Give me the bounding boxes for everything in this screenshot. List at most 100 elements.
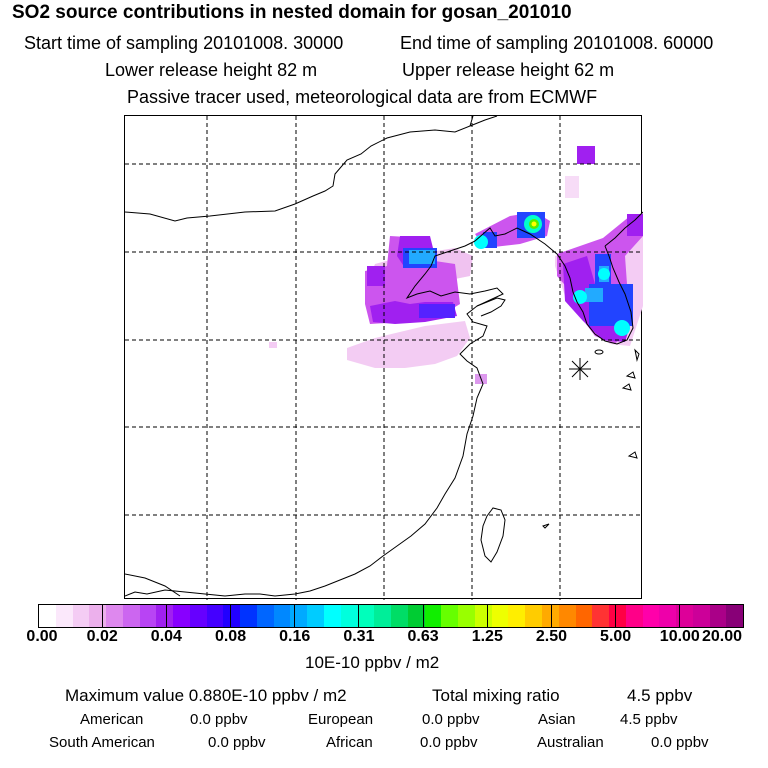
region-asian-name: Asian [538,711,576,728]
region-african-value: 0.0 ppbv [420,734,478,751]
colorbar-segment-11 [223,605,241,627]
colorbar-segment-6 [139,605,157,627]
colorbar-tick-label-1: 0.02 [86,628,118,645]
plume-light-4 [565,176,579,198]
inner-border [125,573,181,597]
plot-title: SO2 source contributions in nested domai… [12,2,572,23]
region-south-american-value: 0.0 ppbv [208,734,266,751]
island-ryukyu-4 [542,523,550,529]
colorbar-divider-3 [230,604,232,628]
colorbar-segment-34 [609,605,626,627]
colorbar-divider-5 [358,604,360,628]
colorbar-segment-30 [541,605,559,627]
hotspot-cyan-3 [614,320,630,336]
lower-release-height-label: Lower release height 82 m [105,60,318,80]
region-asian-value: 4.5 ppbv [620,711,678,728]
colorbar-segment-9 [189,605,207,627]
region-australian-value: 0.0 ppbv [651,734,709,751]
colorbar-segment-40 [709,605,727,627]
colorbar-tick-label-6: 0.63 [407,628,439,645]
colorbar-divider-1 [101,604,103,628]
plume-purple-5 [627,214,643,236]
plume-purple-6 [577,146,595,164]
colorbar-divider-8 [550,604,552,628]
colorbar-segment-29 [525,605,542,627]
colorbar-segment-37 [659,605,677,627]
coastline-north [125,116,474,222]
colorbar [38,604,744,628]
region-african-name: African [326,734,373,751]
coastlines [125,116,643,597]
colorbar-segment-0 [39,605,56,627]
colorbar-segment-19 [357,605,375,627]
coastline-korea-east [604,211,643,247]
colorbar-segment-3 [89,605,107,627]
colorbar-segment-1 [55,605,73,627]
colorbar-segment-41 [726,605,744,627]
colorbar-segment-13 [256,605,274,627]
start-time-label: Start time of sampling 20101008. 30000 [24,33,344,53]
colorbar-tick-label-0: 0.00 [26,628,58,645]
colorbar-segment-8 [173,605,190,627]
islands [542,348,640,529]
colorbar-segment-35 [625,605,643,627]
island-jeju [594,349,604,355]
total-mixing-ratio-value: 4.5 ppbv [627,686,693,705]
plume-skyblue [409,250,435,264]
colorbar-tick-label-9: 5.00 [600,628,632,645]
tracer-note: Passive tracer used, meteorological data… [127,87,598,107]
colorbar-divider-10 [679,604,681,628]
plume-light-5 [269,342,277,348]
colorbar-segment-24 [441,605,459,627]
colorbar-segment-7 [156,605,174,627]
region-australian-name: Australian [537,734,604,751]
colorbar-segment-16 [307,605,325,627]
colorbar-segment-26 [474,605,492,627]
colorbar-segment-32 [575,605,593,627]
island-ryukyu-3 [627,451,638,459]
graticule [125,116,643,600]
colorbar-segment-12 [240,605,257,627]
colorbar-segment-25 [458,605,475,627]
colorbar-segment-33 [592,605,610,627]
colorbar-segment-15 [290,605,308,627]
colorbar-tick-label-10: 10.00 [659,628,700,645]
region-american-name: American [80,711,144,728]
colorbar-segment-5 [122,605,140,627]
colorbar-segment-39 [692,605,710,627]
region-american-value: 0.0 ppbv [190,711,248,728]
colorbar-segment-36 [642,605,660,627]
hotspot-cyan-1 [474,235,488,249]
colorbar-divider-2 [165,604,167,628]
colorbar-tick-label-2: 0.04 [150,628,182,645]
coastline-liaodong [474,227,574,293]
concentration-plume [269,146,643,384]
hotspot-yellow [531,221,537,227]
colorbar-tick-label-5: 0.31 [343,628,375,645]
coastline-korea-north [469,116,498,127]
island-ryukyu-1 [625,371,636,379]
colorbar-divider-9 [615,604,617,628]
map-panel [124,115,643,600]
colorbar-tick-label-4: 0.16 [279,628,311,645]
colorbar-segment-27 [491,605,509,627]
colorbar-divider-4 [294,604,296,628]
colorbar-tick-label-7: 1.25 [471,628,503,645]
plume-light [347,321,470,368]
coastline-shandong [476,297,506,317]
colorbar-segment-22 [407,605,425,627]
colorbar-segment-28 [508,605,526,627]
colorbar-segment-17 [324,605,341,627]
plume-purple-3 [367,266,385,286]
colorbar-segment-21 [391,605,408,627]
colorbar-segment-2 [72,605,90,627]
map-svg [125,116,643,600]
hotspot-cyan-4 [598,268,610,280]
region-european-value: 0.0 ppbv [422,711,480,728]
region-south-american-name: South American [49,734,155,751]
island-ryukyu-2 [621,383,632,391]
colorbar-segment-31 [558,605,576,627]
coastline-bohai [125,240,504,597]
island-ryukyu-5 [634,348,640,362]
coastline-korea [572,245,634,345]
